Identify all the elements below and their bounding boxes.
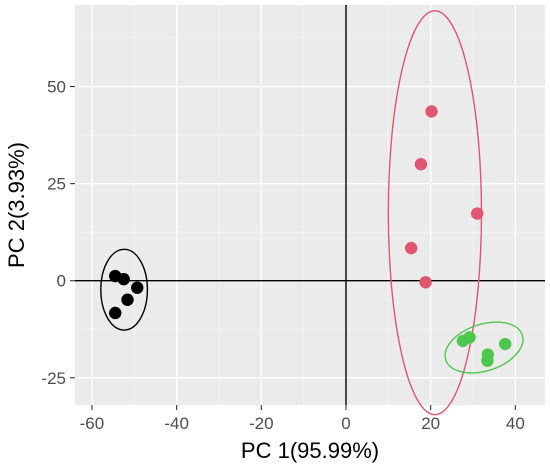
data-point: [121, 293, 134, 306]
data-point: [498, 337, 512, 351]
group-ellipse-1: [100, 248, 149, 331]
data-point: [425, 105, 438, 118]
reference-lines: [75, 5, 545, 405]
plot-panel: [75, 5, 545, 405]
y-tick-label: 0: [57, 272, 66, 291]
data-point: [414, 158, 428, 171]
x-tick-label: -60: [80, 414, 105, 433]
x-tick-label: 0: [341, 414, 350, 433]
data-point: [404, 241, 418, 255]
data-point: [419, 276, 432, 289]
x-tick-label: 20: [421, 414, 440, 433]
y-axis-title: PC 2(3.93%): [4, 142, 29, 268]
data-point: [481, 354, 494, 367]
y-tick-label: 25: [47, 175, 66, 194]
data-point: [117, 272, 130, 286]
y-tick-label: 50: [47, 78, 66, 97]
y-tick-label: -25: [41, 369, 66, 388]
data-point: [463, 331, 476, 344]
data-points: [109, 105, 512, 367]
x-tick-label: 40: [506, 414, 525, 433]
data-point: [131, 281, 144, 294]
data-point: [109, 306, 122, 320]
group-ellipse-3: [444, 321, 524, 374]
data-point: [471, 207, 484, 220]
axis-ticks: -60 -40 -20 0 20 40 -25 0 25 50: [41, 78, 524, 433]
x-tick-label: -40: [164, 414, 189, 433]
x-tick-label: -20: [249, 414, 274, 433]
x-axis-title: PC 1(95.99%): [241, 438, 379, 463]
